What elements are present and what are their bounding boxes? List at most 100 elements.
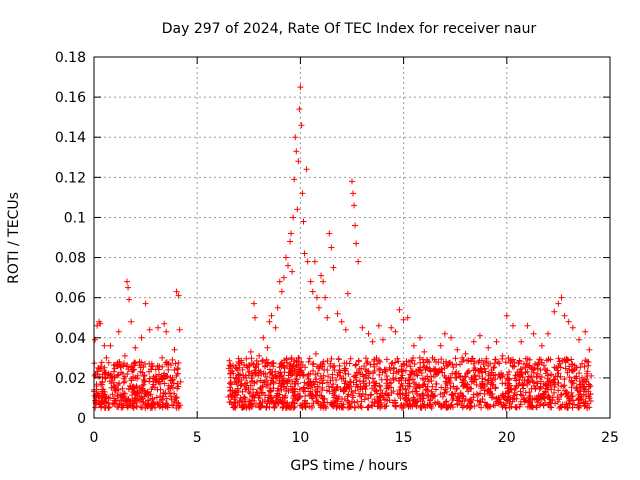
data-point [582,398,589,405]
data-point [324,314,331,321]
data-point [287,238,294,245]
data-point [140,376,147,383]
data-point [276,278,283,285]
data-point [576,381,583,388]
data-point [169,356,176,363]
y-tick-label: 0.12 [55,170,86,186]
data-point [157,373,164,380]
data-point [352,362,359,369]
data-point [314,389,321,396]
data-point [171,346,178,353]
data-point [568,378,575,385]
data-point [317,404,324,411]
data-point [318,375,325,382]
data-point [345,391,352,398]
data-point [437,342,444,349]
data-point [278,288,285,295]
data-point [355,403,362,410]
data-point [115,404,122,411]
data-point [252,364,259,371]
data-point [447,385,454,392]
data-point [320,399,327,406]
data-point [471,364,478,371]
data-point [441,365,448,372]
data-point [117,391,124,398]
data-point [305,376,312,383]
data-point [247,390,254,397]
y-tick-label: 0.06 [55,291,86,307]
data-point [537,400,544,407]
data-point [263,404,270,411]
data-point [386,364,393,371]
data-point [383,391,390,398]
data-point [288,368,295,375]
data-point [524,376,531,383]
data-point [469,355,476,362]
data-point [323,387,330,394]
data-point [346,378,353,385]
data-point [551,379,558,386]
data-point [558,404,565,411]
data-point [262,363,269,370]
data-point [258,402,265,409]
data-point [130,404,137,411]
data-point [142,404,149,411]
data-point [368,391,375,398]
data-point [462,350,469,357]
data-point [502,359,509,366]
data-point [499,352,506,359]
data-point [546,396,553,403]
data-point [427,401,434,408]
data-point [561,382,568,389]
data-point [261,379,268,386]
data-point [346,404,353,411]
data-point [295,354,302,361]
data-point [309,288,316,295]
data-point [174,380,181,387]
data-point [149,395,156,402]
data-point [563,401,570,408]
data-point [473,390,480,397]
data-point [278,372,285,379]
data-point [115,328,122,335]
data-point [517,388,524,395]
data-point [517,366,524,373]
data-point [254,378,261,385]
data-point [443,388,450,395]
data-point [417,359,424,366]
data-point [406,358,413,365]
data-point [110,362,117,369]
data-point [467,385,474,392]
data-point [360,378,367,385]
data-point [309,391,316,398]
data-point [299,404,306,411]
data-point [231,403,238,410]
data-point [116,400,123,407]
data-point [296,106,303,113]
data-point [445,374,452,381]
data-point [576,370,583,377]
data-point [374,390,381,397]
data-point [357,393,364,400]
data-point [137,403,144,410]
data-point [358,404,365,411]
data-point [402,377,409,384]
data-point [359,324,366,331]
data-point [557,403,564,410]
data-point [414,372,421,379]
data-point [571,401,578,408]
data-point [344,290,351,297]
data-point [271,404,278,411]
data-point [587,390,594,397]
data-point [392,328,399,335]
data-point [423,364,430,371]
data-point [289,268,296,275]
data-point [96,365,103,372]
data-point [377,387,384,394]
data-point [441,330,448,337]
data-point [342,370,349,377]
data-point [499,392,506,399]
data-point [169,374,176,381]
data-point [336,362,343,369]
data-point [329,402,336,409]
